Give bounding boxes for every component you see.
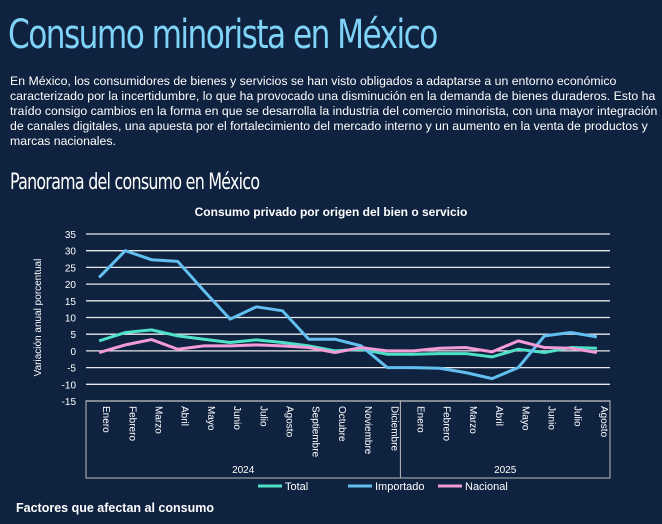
legend-label: Nacional (465, 481, 508, 493)
x-tick-label: Noviembre (362, 406, 373, 455)
y-tick-label: -15 (62, 397, 77, 408)
x-tick-label: Diciembre (388, 406, 399, 451)
x-tick-label: Mayo (519, 406, 530, 431)
x-tick-label: Febrero (126, 406, 137, 441)
x-tick-label: Agosto (284, 406, 295, 438)
x-group-label: 2025 (494, 465, 517, 476)
y-tick-label: 20 (65, 280, 77, 291)
x-tick-label: Enero (100, 406, 111, 433)
factors-heading: Factores que afectan al consumo (16, 501, 214, 515)
section-heading: Panorama del consumo en México (10, 170, 260, 195)
x-tick-label: Septiembre (310, 406, 321, 458)
x-tick-label: Junio (231, 406, 242, 430)
x-tick-label: Abril (179, 406, 190, 426)
intro-paragraph: En México, los consumidores de bienes y … (10, 74, 658, 148)
y-tick-label: 30 (65, 247, 77, 258)
y-tick-label: 15 (65, 297, 77, 308)
x-group-label: 2024 (232, 465, 255, 476)
legend-label: Importado (375, 481, 425, 493)
x-tick-label: Agosto (598, 406, 609, 438)
chart-title: Consumo privado por origen del bien o se… (195, 205, 468, 219)
series-line-importado (98, 249, 598, 381)
page-title: Consumo minorista en México (8, 12, 438, 58)
y-tick-label: 10 (65, 314, 77, 325)
x-tick-label: Marzo (467, 406, 478, 434)
x-tick-label: Febrero (441, 406, 452, 441)
x-tick-label: Mayo (205, 406, 216, 431)
x-tick-label: Marzo (153, 406, 164, 434)
x-tick-label: Junio (546, 406, 557, 430)
x-tick-label: Julio (572, 406, 583, 427)
y-tick-label: 35 (65, 230, 77, 241)
y-tick-label: 5 (70, 330, 76, 341)
legend-label: Total (285, 481, 308, 493)
y-tick-label: -5 (67, 364, 76, 375)
x-tick-label: Julio (257, 406, 268, 427)
y-axis-label: Variación anual porcentual (33, 259, 44, 377)
line-chart: Consumo privado por origen del bien o se… (33, 205, 611, 493)
x-axis-frame (85, 400, 611, 479)
y-tick-label: -10 (62, 380, 77, 391)
x-tick-label: Octubre (336, 406, 347, 442)
x-tick-label: Abril (493, 406, 504, 426)
x-tick-label: Enero (415, 406, 426, 433)
series-line-nacional (98, 338, 598, 355)
y-tick-label: 25 (65, 263, 77, 274)
y-tick-label: 0 (70, 347, 76, 358)
